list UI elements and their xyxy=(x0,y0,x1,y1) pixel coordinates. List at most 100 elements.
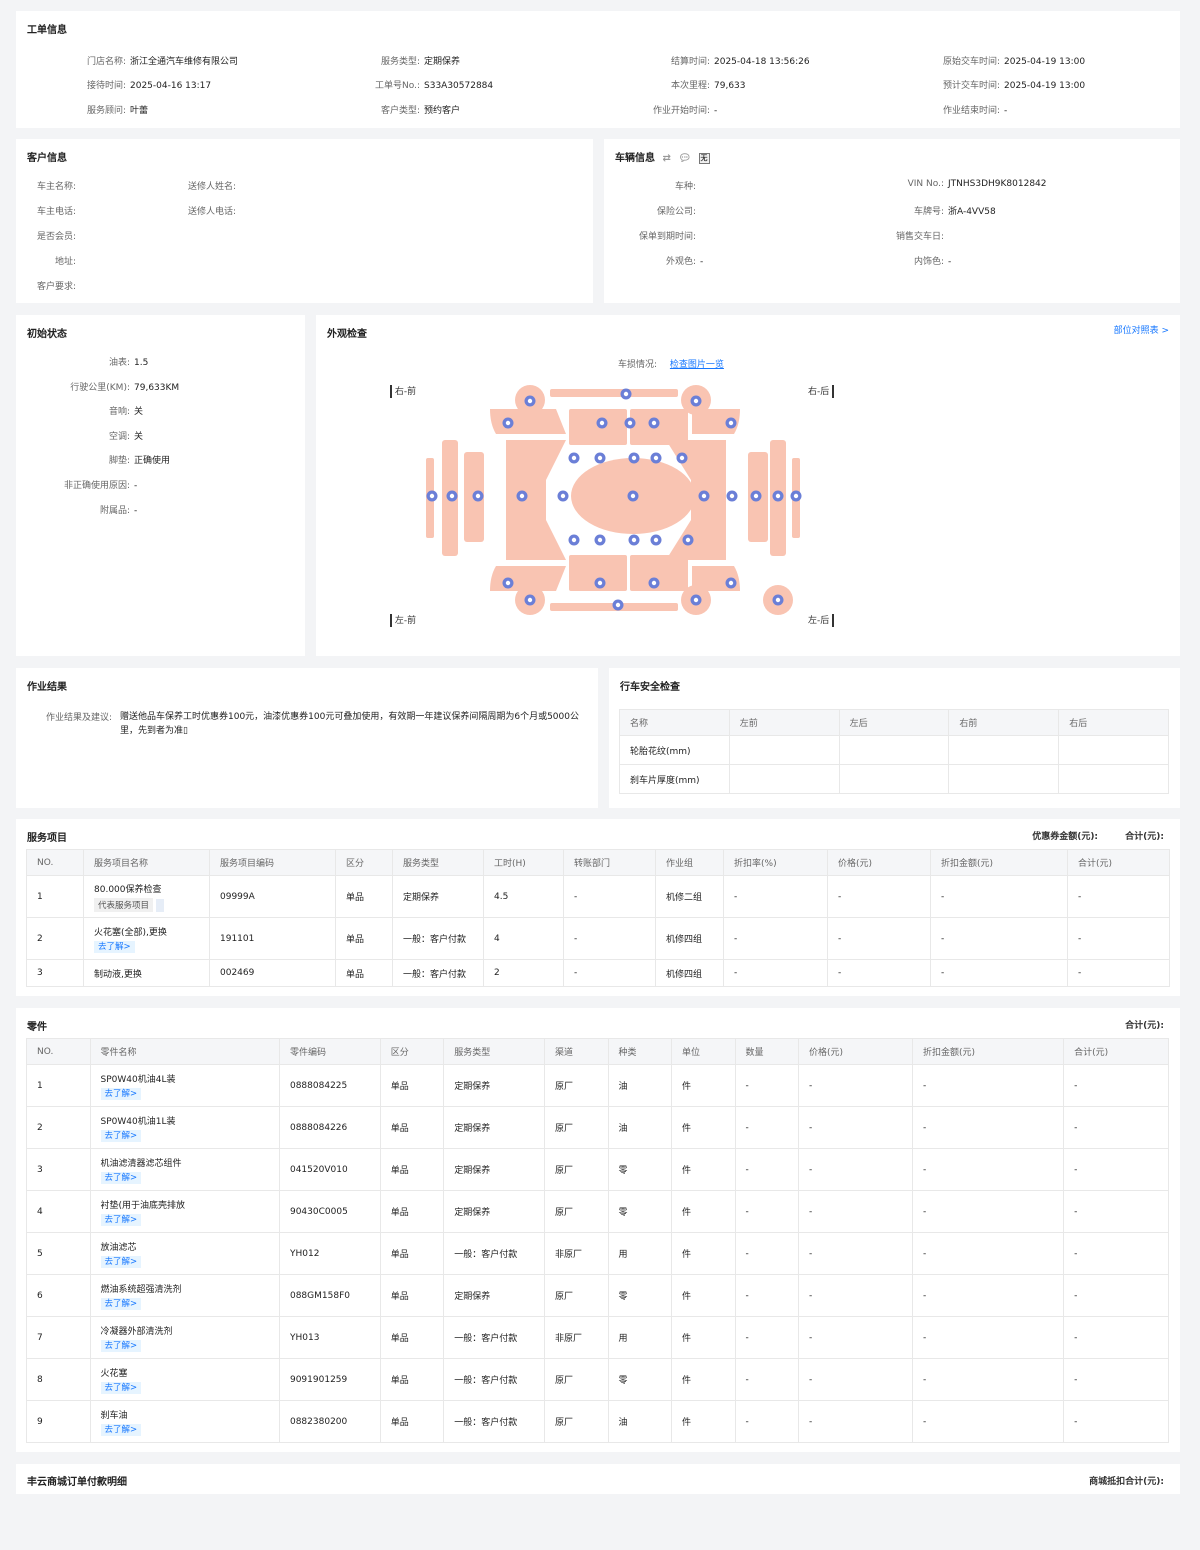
table-cell: 1 xyxy=(26,875,84,918)
customer-card: 客户信息 车主名称: 送修人姓名: 车主电话: 送修人电话: 是否会员: 地址: 客户要求: xyxy=(16,139,593,303)
field-label: 销售交车日: xyxy=(895,232,944,242)
services-title: 服务项目 xyxy=(27,833,67,844)
column-header: 左前 xyxy=(728,709,840,736)
field-4: 是否会员: xyxy=(16,229,80,242)
table-cell: - xyxy=(930,917,1068,960)
table-cell: 用 xyxy=(607,1316,673,1359)
field-value: 2025-04-16 13:17 xyxy=(130,81,212,91)
table-cell: 件 xyxy=(671,1190,736,1233)
field-label: 地址: xyxy=(54,257,76,267)
damage-row: 车损情况: 检查图片一览 xyxy=(618,357,724,370)
table-cell: - xyxy=(734,1064,800,1107)
badge-icon[interactable]: 无 xyxy=(698,152,710,164)
table-cell: 7 xyxy=(26,1316,91,1359)
field-value: 关 xyxy=(134,431,144,442)
table-cell: 件 xyxy=(671,1106,736,1149)
services-table: NO. 服务项目名称 服务项目编码 区分 服务类型 工时(H) 转账部门 作业组 折扣率(%) 价… xyxy=(26,849,1170,987)
field-label: 保险公司: xyxy=(656,207,696,217)
field-value: 2025-04-19 13:00 xyxy=(1004,81,1086,91)
field-value: - xyxy=(134,481,138,491)
table-cell: - xyxy=(563,917,656,960)
table-cell: - xyxy=(1063,1274,1169,1317)
table-row: 轮胎花纹(mm) xyxy=(619,735,1169,765)
learn-more-link[interactable]: 去了解> xyxy=(100,1171,142,1184)
table-cell: - xyxy=(911,1064,1065,1107)
learn-more-link[interactable]: 去了解> xyxy=(100,1297,142,1310)
table-cell: - xyxy=(827,917,931,960)
part-name: 冷凝器外部清洗剂 xyxy=(100,1326,173,1337)
field-value: 正确使用 xyxy=(134,456,171,467)
table-cell: 刹车油去了解> xyxy=(89,1400,280,1443)
learn-more-link[interactable]: 去了解> xyxy=(100,1423,142,1436)
table-cell: 零 xyxy=(607,1274,673,1317)
chat-icon[interactable]: 💬︎ xyxy=(678,152,692,164)
table-cell: 一般：客户付款 xyxy=(443,1232,546,1275)
learn-more-link[interactable]: 去了解> xyxy=(100,1381,142,1394)
learn-more-link[interactable]: 去了解> xyxy=(100,1255,142,1268)
inspection-point-center xyxy=(653,537,659,543)
inspection-point-center xyxy=(519,493,525,499)
inspection-point-center xyxy=(651,580,657,586)
learn-more-link[interactable]: 去了解> xyxy=(100,1129,142,1142)
field-value: 浙江全通汽车维修有限公司 xyxy=(130,57,239,67)
inspection-point-center xyxy=(685,537,691,543)
field-1: 服务类型: 定期保养 xyxy=(310,54,460,67)
field-4: 保单到期时间: xyxy=(604,229,700,242)
inspection-point-center xyxy=(679,455,685,461)
table-cell: 火花塞(全部),更换 去了解> xyxy=(83,917,210,960)
table-cell: 原厂 xyxy=(544,1064,609,1107)
field-label: 工单号No.: xyxy=(375,81,420,91)
table-cell: 油 xyxy=(607,1106,673,1149)
column-header: NO. xyxy=(26,849,84,876)
table-row: 2 SP0W40机油1L装 去了解> 0888084226 单品 定期保养 原厂油件 - - - - xyxy=(26,1106,1169,1149)
table-row: 3 机油滤清器滤芯组件 去了解> 041520V010 单品 定期保养 原厂零件 - - - - xyxy=(26,1148,1169,1191)
table-cell: 定期保养 xyxy=(443,1106,546,1149)
field-value: 2025-04-19 13:00 xyxy=(1004,57,1086,67)
table-cell: - xyxy=(563,875,656,918)
column-header: 服务项目名称 xyxy=(83,849,210,876)
table-cell: - xyxy=(1067,875,1170,918)
field-0: 车种: xyxy=(604,179,700,192)
parts-table: NO. 零件名称 零件编码 区分 服务类型 渠道 种类 单位 数量 价格(元) 折扣金额(元) 合计(… xyxy=(26,1038,1169,1443)
car-damage-diagram[interactable] xyxy=(416,380,816,620)
table-cell xyxy=(948,735,1060,765)
coupon-amount-label: 优惠券金额(元): xyxy=(1032,832,1099,842)
table-cell: 单品 xyxy=(379,1316,445,1359)
exchange-icon[interactable]: ⇄ xyxy=(662,152,671,164)
field-label: 音响: xyxy=(108,407,130,418)
part-name: 刹车油 xyxy=(100,1410,128,1421)
table-cell: 0888084225 xyxy=(278,1064,381,1107)
table-row: 6 燃油系统超强清洗剂 去了解> 088GM158F0 单品 定期保养 原厂零件 - - - - xyxy=(26,1274,1169,1317)
table-cell: 机修四组 xyxy=(655,959,724,987)
table-cell: 定期保养 xyxy=(443,1274,546,1317)
field-3: 原始交车时间: 2025-04-19 13:00 xyxy=(870,54,1085,67)
table-cell: 原厂 xyxy=(544,1274,609,1317)
inspection-points[interactable] xyxy=(426,388,802,611)
table-cell: 零 xyxy=(607,1358,673,1401)
field-label: 车种: xyxy=(674,182,696,192)
inspection-point-center xyxy=(475,493,481,499)
table-cell: 2 xyxy=(483,959,564,987)
table-cell: 油 xyxy=(607,1400,673,1443)
inspection-images-link[interactable]: 检查图片一览 xyxy=(669,360,724,370)
table-cell: 6 xyxy=(26,1274,91,1317)
learn-more-link[interactable]: 去了解> xyxy=(100,1339,142,1352)
table-cell: 单品 xyxy=(379,1064,445,1107)
field-1: 送修人姓名: xyxy=(146,179,240,192)
vehicle-title-row: 车辆信息 ⇄ 💬︎ 无 xyxy=(615,149,710,164)
corner-left-rear: 左-后 xyxy=(808,613,835,627)
field-label: 客户要求: xyxy=(36,282,76,292)
table-cell: 定期保养 xyxy=(443,1148,546,1191)
vehicle-card: 车辆信息 ⇄ 💬︎ 无 车种: VIN No.: JTNHS3DH9K8012842… xyxy=(604,139,1180,303)
car-body-parts xyxy=(426,385,800,615)
learn-more-link[interactable]: 去了解> xyxy=(100,1087,142,1100)
inspection-point-center xyxy=(571,455,577,461)
part-reference-link[interactable]: 部位对照表 > xyxy=(1113,326,1169,336)
table-cell xyxy=(838,735,950,765)
column-header: 折扣金额(元) xyxy=(930,849,1068,876)
learn-more-link[interactable]: 去了解> xyxy=(94,940,135,953)
field-label: 车主电话: xyxy=(36,207,76,217)
field-value xyxy=(76,282,80,292)
column-header: 合计(元) xyxy=(1067,849,1170,876)
learn-more-link[interactable]: 去了解> xyxy=(100,1213,142,1226)
